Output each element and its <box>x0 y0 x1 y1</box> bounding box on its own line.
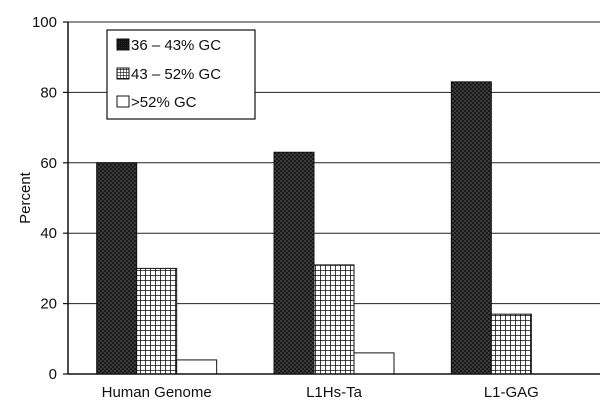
bar-1-2 <box>273 151 315 375</box>
x-category-labels: Human Genome L1Hs-Ta L1-GAG <box>102 384 539 401</box>
y-tick-label: 40 <box>40 225 57 242</box>
y-tick-label: 20 <box>40 296 57 313</box>
x-category-label: L1-GAG <box>484 384 539 401</box>
bar-1-1 <box>96 162 138 375</box>
bar-2-2 <box>313 264 355 375</box>
bar-3-1 <box>176 359 218 375</box>
legend: 36 – 43% GC 43 – 52% GC >52% GC <box>106 29 256 120</box>
y-tick-label: 0 <box>49 366 57 383</box>
bar-1-3 <box>450 81 492 375</box>
legend-label-series-1: 36 – 43% GC <box>131 37 221 54</box>
legend-swatch-series-2 <box>116 67 130 80</box>
y-tick-label: 60 <box>40 155 57 172</box>
x-category-label: Human Genome <box>102 384 212 401</box>
legend-label-series-3: >52% GC <box>131 94 197 111</box>
bar-3-2 <box>353 352 395 375</box>
y-tick-labels: 0 20 40 60 80 100 <box>32 14 57 383</box>
legend-swatch-series-1 <box>116 38 130 51</box>
legend-swatch-series-3 <box>116 95 130 108</box>
x-category-label: L1Hs-Ta <box>306 384 363 401</box>
bars-layer <box>96 81 532 375</box>
y-tick-label: 100 <box>32 14 57 31</box>
bar-2-1 <box>136 267 178 375</box>
legend-label-series-2: 43 – 52% GC <box>131 66 221 83</box>
axes-layer <box>63 21 600 375</box>
y-axis-title: Percent <box>17 171 34 224</box>
y-tick-label: 80 <box>40 84 57 101</box>
legend-box <box>106 29 256 120</box>
bar-2-3 <box>490 313 532 375</box>
